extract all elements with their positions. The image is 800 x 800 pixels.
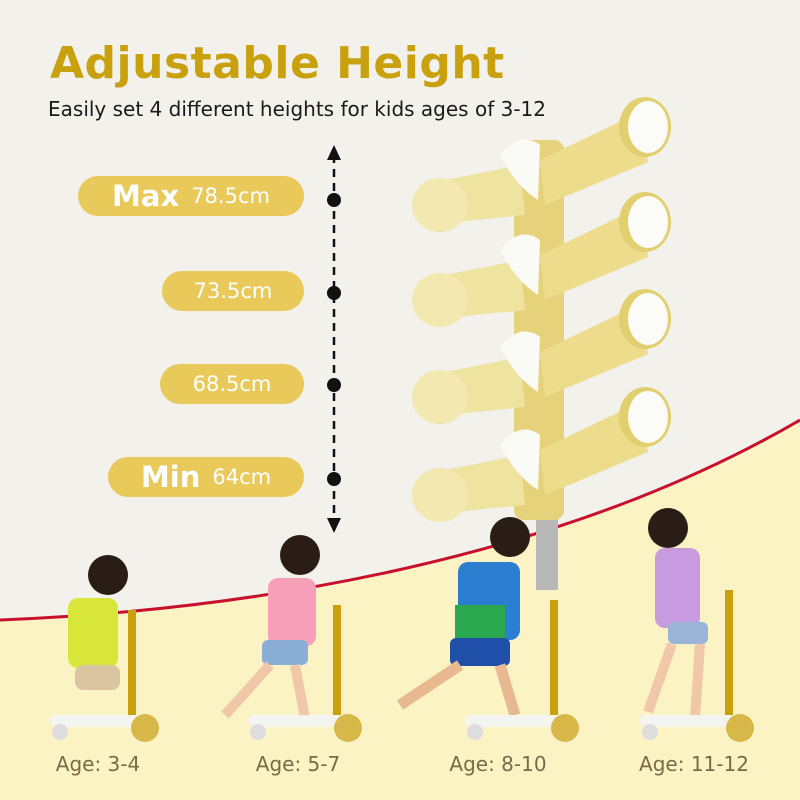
- height-badge-max: Max 78.5cm: [78, 176, 304, 216]
- arrow-down-icon: [327, 518, 341, 533]
- height-value: 68.5cm: [192, 372, 272, 396]
- age-label: Age: 11-12: [639, 752, 749, 776]
- height-measure-arrow: [327, 145, 341, 533]
- kid-age-5-7: [221, 535, 362, 742]
- height-badge-3: 68.5cm: [160, 364, 304, 404]
- kid-scooter-illustrations: [50, 508, 754, 742]
- height-dot: [327, 193, 341, 207]
- height-value: 73.5cm: [193, 279, 273, 303]
- height-value: 78.5cm: [191, 184, 270, 208]
- arrow-up-icon: [327, 145, 341, 160]
- handlebar-positions: [412, 97, 671, 522]
- kid-age-8-10: [396, 517, 579, 742]
- height-dot: [327, 378, 341, 392]
- page-subtitle: Easily set 4 different heights for kids …: [48, 97, 546, 121]
- ground-area: [0, 420, 800, 800]
- height-tag: Max: [112, 179, 180, 213]
- height-badge-min: Min 64cm: [108, 457, 304, 497]
- height-dot: [327, 286, 341, 300]
- age-label: Age: 5-7: [255, 752, 341, 776]
- age-label: Age: 8-10: [449, 752, 547, 776]
- height-value: 64cm: [212, 465, 272, 489]
- height-dot: [327, 472, 341, 486]
- page-title: Adjustable Height: [50, 38, 505, 89]
- kid-age-3-4: [50, 555, 159, 742]
- age-label: Age: 3-4: [55, 752, 141, 776]
- kid-age-11-12: [640, 508, 754, 742]
- height-badge-2: 73.5cm: [162, 271, 304, 311]
- height-tag: Min: [140, 460, 201, 494]
